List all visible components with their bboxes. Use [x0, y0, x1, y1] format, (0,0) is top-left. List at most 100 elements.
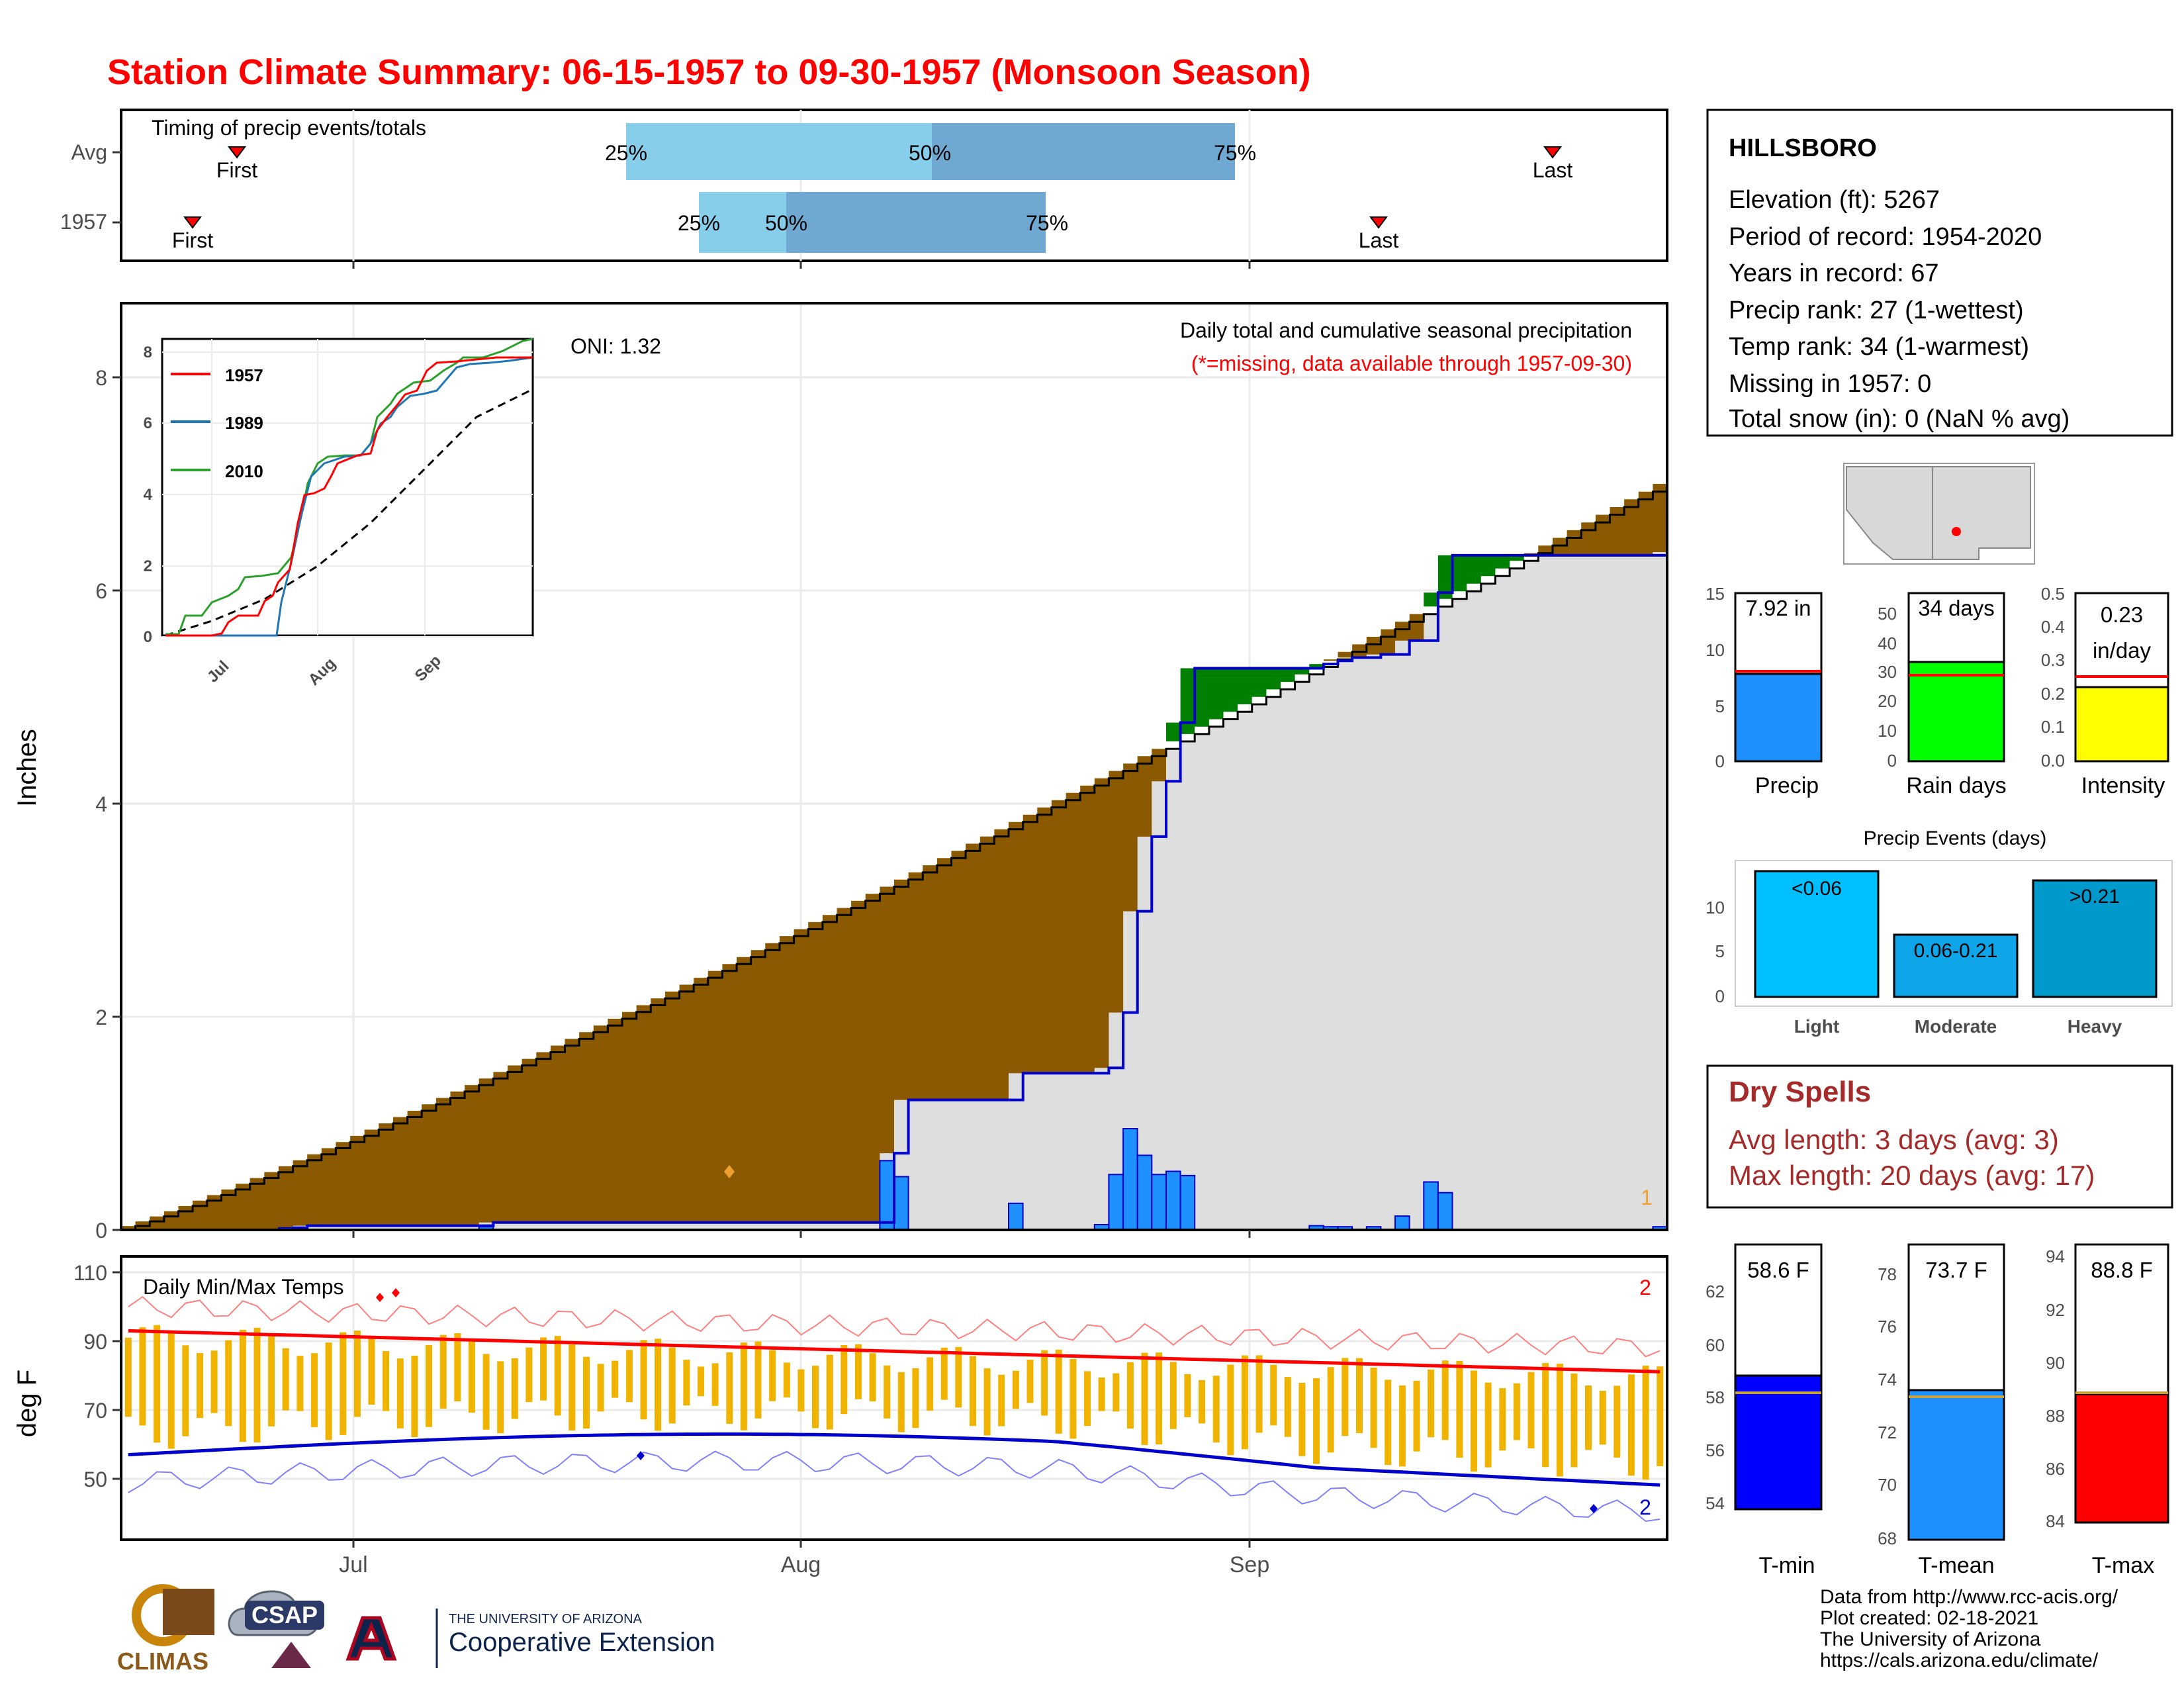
events-light-value: <0.06 — [1792, 878, 1842, 900]
year-q50-label: 50% — [765, 211, 807, 235]
inset-ytick: 6 — [144, 414, 152, 432]
daily-precip-bar — [1123, 1129, 1138, 1230]
temp-yaxis: 110 90 70 50 — [73, 1261, 107, 1491]
tmax-mini-chart: 88.8 F 94 92 90 88 86 84 T-max — [2046, 1244, 2168, 1578]
daily-temp-bar — [712, 1363, 719, 1405]
daily-temp-bar — [254, 1328, 261, 1442]
daily-temp-bar — [1528, 1372, 1535, 1448]
rain-days-tick: 10 — [1878, 721, 1897, 741]
temp-ytick: 90 — [83, 1330, 107, 1354]
daily-temp-bar — [1242, 1356, 1248, 1450]
daily-temp-bar — [626, 1350, 633, 1402]
daily-temp-bar — [1485, 1383, 1492, 1468]
daily-temp-bar — [827, 1355, 833, 1430]
daily-temp-bar — [1428, 1370, 1434, 1437]
daily-temp-bar — [1142, 1353, 1148, 1445]
events-tick: 0 — [1715, 986, 1725, 1006]
daily-temp-bar — [1570, 1374, 1577, 1468]
tmean-mini-chart: 73.7 F 78 76 74 72 70 68 T-mean — [1878, 1244, 2004, 1578]
daily-temp-bar — [454, 1333, 461, 1401]
daily-temp-bar — [211, 1350, 218, 1413]
precip-total-bar — [1735, 674, 1821, 761]
events-title: Precip Events (days) — [1864, 827, 2047, 849]
inset-legend-1957: 1957 — [225, 365, 263, 385]
timing-row-year: 1957 — [60, 210, 107, 234]
precip-ytick: 4 — [95, 792, 107, 816]
daily-temp-bar — [1542, 1363, 1549, 1467]
daily-temp-bar — [1099, 1378, 1105, 1411]
credits: Data from http://www.rcc-acis.org/ Plot … — [1820, 1586, 2118, 1671]
avg-q50-label: 50% — [909, 141, 951, 165]
daily-temp-bar — [569, 1344, 575, 1430]
precip-yaxis: 0 2 4 6 8 — [95, 366, 121, 1243]
daily-temp-bar — [941, 1348, 948, 1400]
daily-temp-bar — [197, 1353, 203, 1418]
daily-temp-bar — [655, 1338, 661, 1430]
tmean-bar — [1909, 1390, 2004, 1540]
precip-mini-label: Precip — [1755, 773, 1819, 798]
intensity-unit: in/day — [2093, 638, 2152, 663]
credit-university: The University of Arizona — [1820, 1628, 2041, 1650]
intensity-tick: 0.5 — [2041, 584, 2065, 604]
daily-temp-bar — [1056, 1350, 1062, 1434]
daily-temp-bar — [755, 1342, 762, 1419]
daily-temp-bar — [240, 1330, 246, 1442]
dry-spells-box: Dry Spells Avg length: 3 days (avg: 3) M… — [1707, 1066, 2172, 1207]
rain-days-value: 34 days — [1918, 596, 1995, 620]
rain-days-tick: 30 — [1878, 662, 1897, 682]
daily-temp-bar — [1127, 1362, 1134, 1429]
daily-temp-bar — [1256, 1355, 1263, 1432]
daily-temp-bar — [1013, 1371, 1019, 1409]
inset-cumulative-comparison: 1957 1989 2010 0 2 4 6 8 Jul Aug Sep — [144, 339, 533, 689]
daily-precip-bar — [880, 1160, 894, 1230]
tmin-value: 58.6 F — [1747, 1258, 1809, 1282]
rain-days-bar — [1909, 662, 2004, 761]
daily-temp-bar — [139, 1327, 146, 1425]
daily-temp-bar — [984, 1368, 991, 1435]
timing-row-avg: Avg — [71, 140, 107, 164]
avg-last-label: Last — [1533, 158, 1573, 182]
tmean-tick: 74 — [1878, 1370, 1897, 1389]
daily-temp-bar — [555, 1336, 561, 1415]
timing-title: Timing of precip events/totals — [152, 116, 426, 140]
tmean-tick: 76 — [1878, 1317, 1897, 1336]
daily-temp-bar — [1471, 1371, 1477, 1472]
daily-temp-bar — [1628, 1374, 1635, 1476]
dry-spells-title: Dry Spells — [1729, 1076, 1871, 1108]
precip-ytick: 6 — [95, 579, 107, 603]
daily-temp-bar — [154, 1325, 160, 1443]
station-temp-rank: Temp rank: 34 (1-warmest) — [1729, 333, 2029, 361]
tmax-tick: 94 — [2046, 1246, 2065, 1266]
daily-temp-bar — [841, 1345, 847, 1414]
temp-ylabel: deg F — [13, 1370, 42, 1437]
daily-precip-bar — [1009, 1203, 1023, 1230]
daily-temp-bar — [125, 1338, 132, 1417]
daily-temp-bar — [168, 1333, 175, 1449]
temp-ytick: 50 — [83, 1468, 107, 1491]
temp-ytick: 110 — [73, 1261, 107, 1285]
daily-temp-bar — [1199, 1380, 1205, 1423]
ua-small-text: THE UNIVERSITY OF ARIZONA — [449, 1612, 643, 1626]
intensity-tick: 0.2 — [2041, 684, 2065, 704]
daily-temp-bar — [641, 1340, 647, 1419]
daily-temp-bar — [912, 1368, 919, 1428]
tmean-tick: 70 — [1878, 1475, 1897, 1495]
daily-temp-bar — [870, 1353, 876, 1401]
precip-mini-tick: 0 — [1715, 751, 1725, 771]
daily-temp-bar — [1170, 1362, 1177, 1429]
daily-temp-bar — [1027, 1360, 1034, 1403]
events-moderate-value: 0.06-0.21 — [1914, 940, 1998, 962]
tmax-value: 88.8 F — [2091, 1258, 2153, 1282]
daily-temp-bar — [1285, 1377, 1291, 1437]
daily-temp-bar — [1270, 1365, 1277, 1426]
tmin-bar — [1735, 1376, 1821, 1509]
inset-ytick: 0 — [144, 628, 152, 646]
precip-mini-tick: 10 — [1706, 640, 1725, 660]
tmin-tick: 54 — [1706, 1493, 1725, 1513]
daily-temp-bar — [426, 1345, 432, 1427]
daily-precip-bar — [1424, 1182, 1438, 1231]
tmax-tick: 90 — [2046, 1353, 2065, 1373]
daily-precip-bar — [1152, 1174, 1166, 1230]
station-precip-rank: Precip rank: 27 (1-wettest) — [1729, 297, 2024, 324]
daily-temp-bar — [1156, 1352, 1162, 1444]
